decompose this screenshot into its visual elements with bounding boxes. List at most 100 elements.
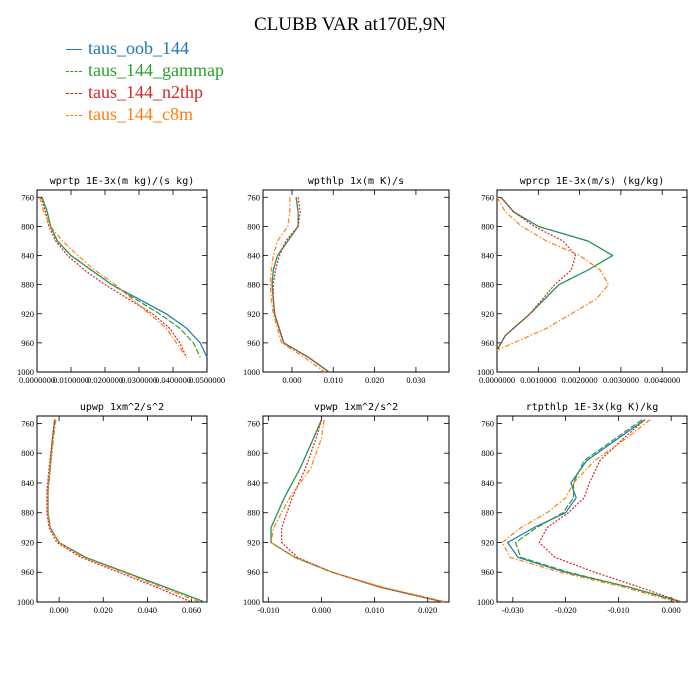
panel-6-xtick-label: -0.020 bbox=[555, 605, 577, 615]
panel-3-ytick-label: 960 bbox=[481, 338, 494, 348]
panel-3-xtick-label: 0.0030000 bbox=[603, 375, 639, 385]
legend-item-3: taus_144_n2thp bbox=[66, 82, 203, 102]
panel-3-ytick-label: 840 bbox=[481, 251, 494, 261]
panel-3-frame bbox=[496, 189, 688, 373]
panel-5-ytick-label: 880 bbox=[247, 508, 260, 518]
panel-3-ytick-label: 880 bbox=[481, 280, 494, 290]
panel-4-ytick-label: 1000 bbox=[17, 597, 34, 607]
panel-6-title: rtpthlp 1E-3x(kg K)/kg bbox=[526, 402, 658, 413]
panel-2-ytick-label: 1000 bbox=[243, 367, 260, 377]
legend-label-1: taus_oob_144 bbox=[88, 38, 189, 58]
panel-5-xtick-label: 0.000 bbox=[312, 605, 331, 615]
panel-5-series-2 bbox=[270, 419, 444, 603]
panel-1-xtick-label: 0.0400000 bbox=[155, 375, 191, 385]
panel-6-series-1 bbox=[507, 419, 682, 603]
panel-3-xtick-label: 0.0000000 bbox=[479, 375, 515, 385]
panel-6-frame bbox=[496, 415, 688, 603]
panel-1-xtick-label: 0.0300000 bbox=[121, 375, 157, 385]
panel-1-series-3 bbox=[40, 197, 188, 358]
panel-6-series-2 bbox=[514, 419, 682, 603]
panel-3-series-3 bbox=[496, 196, 577, 351]
panel-1-ytick-label: 960 bbox=[21, 338, 34, 348]
panel-2-xtick-label: 0.030 bbox=[406, 375, 425, 385]
panel-2-series-2 bbox=[271, 197, 330, 373]
panel-1-title: wprtp 1E-3x(m kg)/(s kg) bbox=[50, 176, 195, 187]
legend-item-1: taus_oob_144 bbox=[66, 38, 189, 58]
panel-2-series-4 bbox=[269, 197, 326, 373]
panel-1-ytick-label: 840 bbox=[21, 251, 34, 261]
panel-1-ytick-label: 800 bbox=[21, 221, 34, 231]
panel-3-xtick-label: 0.0020000 bbox=[562, 375, 598, 385]
panel-6-ytick-label: 920 bbox=[481, 537, 494, 547]
panel-5-xtick-label: 0.010 bbox=[365, 605, 384, 615]
panel-3-series-2 bbox=[496, 196, 614, 351]
legend-swatch-4 bbox=[66, 115, 82, 117]
panel-1-series-4 bbox=[39, 197, 188, 358]
panel-2-title: wpthlp 1x(m K)/s bbox=[308, 176, 404, 187]
panel-5-title: vpwp 1xm^2/s^2 bbox=[314, 402, 398, 413]
panel-5-series-4 bbox=[270, 419, 447, 603]
panel-2-series-1 bbox=[271, 197, 330, 373]
panel-4-xtick-label: 0.060 bbox=[182, 605, 201, 615]
panel-1-frame bbox=[36, 189, 208, 373]
panel-6-series-4 bbox=[501, 419, 677, 603]
panel-6-xtick-label: -0.010 bbox=[607, 605, 629, 615]
panel-1-ytick-label: 1000 bbox=[17, 367, 34, 377]
panel-6-xtick-label: 0.000 bbox=[662, 605, 681, 615]
legend-swatch-1 bbox=[66, 49, 82, 51]
panel-6-ytick-label: 960 bbox=[481, 567, 494, 577]
panel-2-xtick-label: 0.000 bbox=[282, 375, 301, 385]
panel-4-xtick-label: 0.020 bbox=[94, 605, 113, 615]
panel-2-ytick-label: 960 bbox=[247, 338, 260, 348]
panel-3-ytick-label: 920 bbox=[481, 309, 494, 319]
panel-3-xtick-label: 0.0040000 bbox=[644, 375, 680, 385]
panel-5-ytick-label: 760 bbox=[247, 418, 260, 428]
panel-1-series-2 bbox=[41, 197, 201, 358]
panel-3-series-4 bbox=[496, 197, 610, 351]
panel-4-ytick-label: 880 bbox=[21, 508, 34, 518]
panel-3-ytick-label: 1000 bbox=[477, 367, 494, 377]
panel-3-ytick-label: 760 bbox=[481, 192, 494, 202]
legend-label-2: taus_144_gammap bbox=[88, 60, 224, 80]
panel-4-series-4 bbox=[47, 419, 201, 603]
legend-item-4: taus_144_c8m bbox=[66, 104, 193, 124]
panel-6-ytick-label: 1000 bbox=[477, 597, 494, 607]
panel-1-xtick-label: 0.0000000 bbox=[19, 375, 55, 385]
panel-5-ytick-label: 920 bbox=[247, 537, 260, 547]
panel-4-ytick-label: 800 bbox=[21, 448, 34, 458]
panel-5-xtick-label: 0.020 bbox=[418, 605, 437, 615]
panel-2-ytick-label: 800 bbox=[247, 221, 260, 231]
legend-swatch-2 bbox=[66, 71, 82, 73]
panel-4-ytick-label: 760 bbox=[21, 418, 34, 428]
panel-2-xtick-label: 0.020 bbox=[365, 375, 384, 385]
legend-swatch-3 bbox=[66, 93, 82, 95]
panel-4-xtick-label: 0.040 bbox=[138, 605, 157, 615]
panel-4-ytick-label: 840 bbox=[21, 478, 34, 488]
figure-title: CLUBB VAR at170E,9N bbox=[254, 14, 446, 35]
panel-4-series-2 bbox=[47, 419, 206, 603]
panel-5-xtick-label: -0.010 bbox=[257, 605, 279, 615]
panel-2-frame bbox=[262, 189, 450, 373]
panel-4-title: upwp 1xm^2/s^2 bbox=[80, 402, 164, 413]
panel-4-xtick-label: 0.000 bbox=[50, 605, 69, 615]
panel-5-ytick-label: 800 bbox=[247, 448, 260, 458]
panel-2-ytick-label: 840 bbox=[247, 251, 260, 261]
panel-1-ytick-label: 880 bbox=[21, 280, 34, 290]
panel-6-ytick-label: 760 bbox=[481, 418, 494, 428]
panel-1-xtick-label: 0.0100000 bbox=[53, 375, 89, 385]
panel-5-series-1 bbox=[270, 419, 444, 603]
panel-5-series-3 bbox=[281, 419, 444, 603]
panel-2-ytick-label: 920 bbox=[247, 309, 260, 319]
panel-2-xtick-label: 0.010 bbox=[324, 375, 343, 385]
legend-label-3: taus_144_n2thp bbox=[88, 82, 203, 102]
panel-3-ytick-label: 800 bbox=[481, 221, 494, 231]
panel-4-series-3 bbox=[46, 419, 192, 603]
panel-1-ytick-label: 920 bbox=[21, 309, 34, 319]
panel-5-frame bbox=[262, 415, 450, 603]
panel-3-title: wprcp 1E-3x(m/s) (kg/kg) bbox=[520, 176, 665, 187]
panel-1-xtick-label: 0.0200000 bbox=[87, 375, 123, 385]
panel-6-ytick-label: 800 bbox=[481, 448, 494, 458]
panel-4-frame bbox=[36, 415, 208, 603]
panel-2-ytick-label: 760 bbox=[247, 192, 260, 202]
